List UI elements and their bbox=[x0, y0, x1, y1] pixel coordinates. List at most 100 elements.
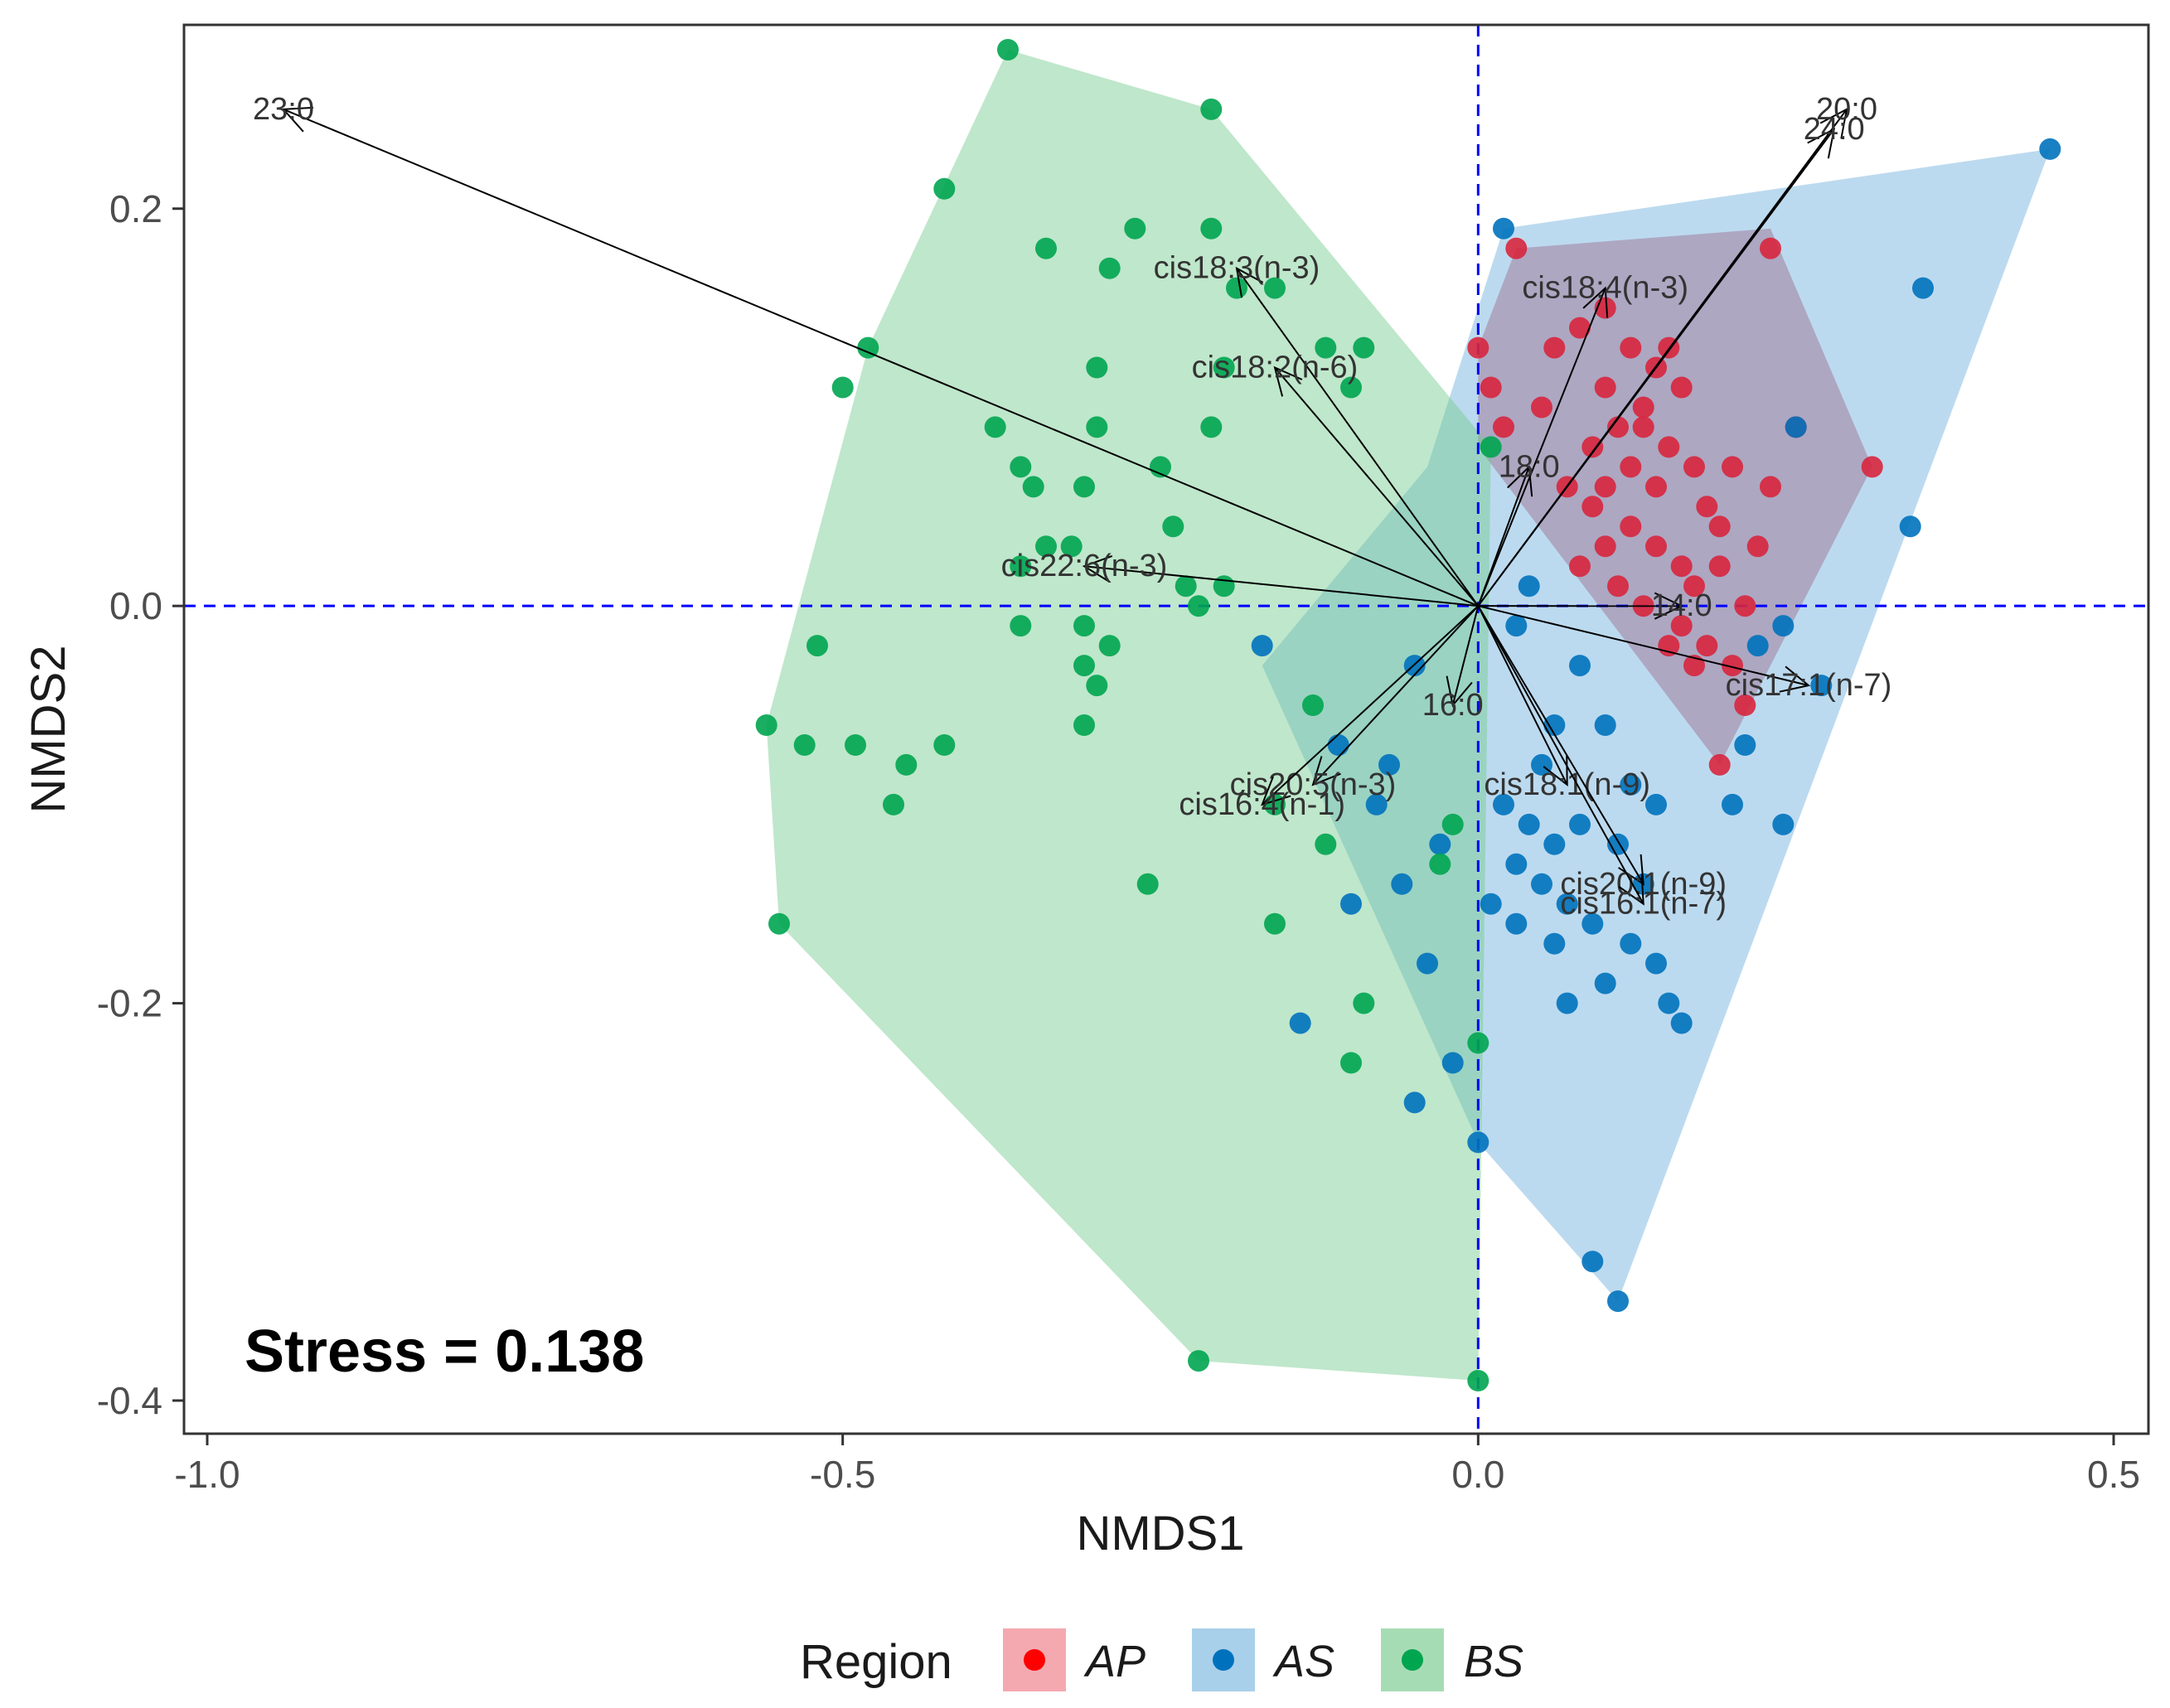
vector-line bbox=[1312, 605, 1480, 786]
vector-arrowhead bbox=[1446, 675, 1473, 708]
point-as bbox=[1912, 277, 1934, 299]
point-as bbox=[1480, 893, 1502, 915]
point-bs bbox=[806, 635, 828, 657]
legend-dot-as bbox=[1213, 1649, 1234, 1671]
point-as bbox=[1645, 952, 1667, 975]
point-as bbox=[1505, 912, 1528, 935]
point-bs bbox=[1124, 217, 1146, 240]
vector-line bbox=[1477, 467, 1530, 607]
point-bs bbox=[1200, 416, 1223, 438]
point-ap bbox=[1670, 555, 1693, 578]
point-bs bbox=[1200, 98, 1223, 120]
y-tick-label: 0.2 bbox=[109, 187, 162, 230]
point-as bbox=[1403, 1091, 1426, 1114]
point-ap bbox=[1581, 436, 1604, 458]
vector-label: 16:0 bbox=[1422, 688, 1484, 723]
point-bs bbox=[1086, 416, 1108, 438]
vector-label: 14:0 bbox=[1651, 588, 1712, 623]
point-bs bbox=[1315, 336, 1337, 359]
point-as bbox=[1658, 992, 1680, 1014]
vector-arrowhead bbox=[1618, 873, 1644, 906]
x-axis-ticks: -1.0 -0.5 0.0 0.5 bbox=[174, 1434, 2140, 1496]
point-ap bbox=[1607, 416, 1629, 438]
point-bs bbox=[1340, 376, 1362, 399]
point-bs bbox=[984, 416, 1006, 438]
point-bs bbox=[1073, 615, 1095, 637]
point-bs bbox=[1467, 1370, 1489, 1391]
point-bs bbox=[845, 734, 866, 756]
point-ap bbox=[1683, 456, 1705, 478]
vector-arrowhead bbox=[1507, 465, 1533, 497]
vector-line bbox=[1236, 268, 1480, 607]
stress-label: Stress = 0.138 bbox=[245, 1318, 644, 1385]
legend-dot-ap bbox=[1024, 1649, 1045, 1671]
vector-label: cis20:5(n-3) bbox=[1230, 767, 1397, 802]
point-bs bbox=[1467, 1032, 1489, 1054]
point-as bbox=[1810, 675, 1833, 697]
point-as bbox=[1518, 813, 1540, 835]
point-bs bbox=[1010, 456, 1032, 478]
point-ap bbox=[1734, 595, 1756, 617]
x-tick-label: -1.0 bbox=[174, 1453, 240, 1496]
point-as bbox=[1556, 893, 1578, 915]
point-ap bbox=[1569, 317, 1591, 339]
x-tick-label: 0.5 bbox=[2087, 1453, 2140, 1496]
point-bs bbox=[1264, 277, 1286, 299]
point-bs bbox=[1188, 595, 1209, 617]
vector-arrowhead bbox=[1311, 756, 1341, 786]
point-as bbox=[1493, 217, 1514, 240]
y-tick-label: 0.0 bbox=[109, 584, 162, 627]
y-axis-ticks: 0.2 0.0 -0.2 -0.4 bbox=[97, 187, 184, 1422]
point-as bbox=[1531, 873, 1552, 895]
legend-label-bs: BS bbox=[1464, 1637, 1523, 1686]
point-as bbox=[1417, 952, 1438, 975]
point-bs bbox=[1264, 912, 1286, 935]
point-bs bbox=[1315, 833, 1337, 855]
point-ap bbox=[1683, 575, 1705, 598]
vector-label: 24:0 bbox=[1804, 112, 1865, 147]
vector-label: cis18:2(n-6) bbox=[1192, 351, 1359, 385]
point-bs bbox=[1480, 436, 1502, 458]
point-ap bbox=[1658, 436, 1680, 458]
point-bs bbox=[1098, 257, 1121, 279]
vector-arrowhead bbox=[1654, 592, 1683, 620]
point-as bbox=[1607, 1290, 1629, 1313]
point-bs bbox=[883, 793, 904, 815]
point-bs bbox=[1441, 813, 1464, 835]
y-tick-label: -0.2 bbox=[97, 982, 162, 1025]
point-bs bbox=[1226, 277, 1247, 299]
point-bs bbox=[1073, 655, 1095, 677]
point-ap bbox=[1645, 476, 1667, 498]
point-bs bbox=[1188, 1350, 1209, 1372]
point-bs bbox=[1353, 336, 1375, 359]
point-ap bbox=[1543, 336, 1566, 359]
vector-line bbox=[1274, 366, 1480, 607]
point-as bbox=[1378, 753, 1400, 776]
point-bs bbox=[1213, 575, 1235, 598]
reference-lines bbox=[184, 25, 2148, 1434]
point-as bbox=[1327, 734, 1349, 756]
point-ap bbox=[1670, 376, 1693, 399]
point-ap bbox=[1683, 655, 1705, 677]
vector-line bbox=[1477, 605, 1568, 786]
point-as bbox=[1722, 793, 1743, 815]
point-bs bbox=[768, 912, 790, 935]
point-as bbox=[1569, 655, 1591, 677]
vector-line bbox=[1083, 565, 1479, 607]
point-bs bbox=[1073, 476, 1095, 498]
point-ap bbox=[1708, 753, 1731, 776]
point-ap bbox=[1620, 336, 1642, 359]
point-as bbox=[1645, 793, 1667, 815]
point-as bbox=[1543, 932, 1566, 955]
point-bs bbox=[1086, 356, 1108, 379]
point-ap bbox=[1480, 376, 1502, 399]
point-as bbox=[1505, 615, 1528, 637]
vector-line bbox=[1477, 128, 1835, 607]
point-ap bbox=[1708, 555, 1731, 578]
vector-line bbox=[283, 108, 1479, 607]
point-as bbox=[1746, 635, 1769, 657]
point-ap bbox=[1620, 515, 1642, 538]
point-ap bbox=[1734, 694, 1756, 716]
point-bs bbox=[857, 336, 879, 359]
